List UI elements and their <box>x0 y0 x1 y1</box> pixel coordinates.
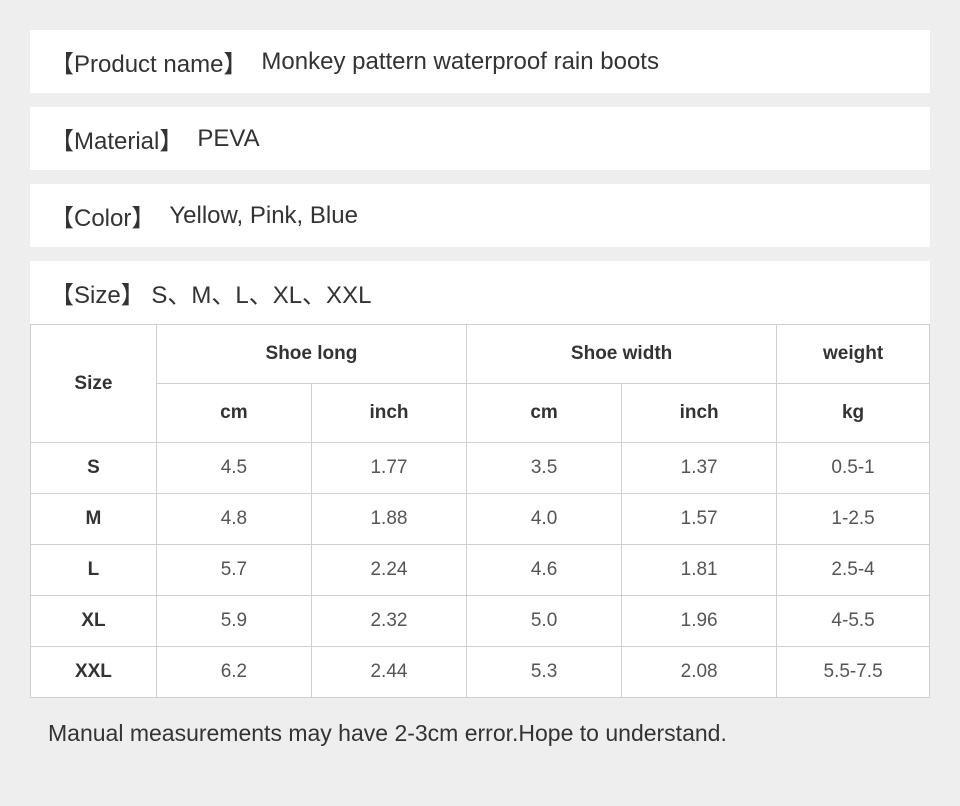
col-width-inch: inch <box>622 384 777 443</box>
color-row: 【Color】 Yellow, Pink, Blue <box>30 184 930 247</box>
cell-size: XXL <box>31 647 157 698</box>
table-row: XL 5.9 2.32 5.0 1.96 4-5.5 <box>31 596 930 647</box>
col-weight-kg: kg <box>777 384 930 443</box>
cell-width-inch: 1.81 <box>622 545 777 596</box>
cell-width-cm: 5.3 <box>467 647 622 698</box>
size-header-label: 【Size】 <box>50 282 145 309</box>
col-shoe-width: Shoe width <box>467 325 777 384</box>
cell-width-cm: 3.5 <box>467 443 622 494</box>
col-long-inch: inch <box>311 384 466 443</box>
cell-long-inch: 1.88 <box>311 494 466 545</box>
cell-weight: 0.5-1 <box>777 443 930 494</box>
cell-weight: 5.5-7.5 <box>777 647 930 698</box>
cell-size: S <box>31 443 157 494</box>
col-size: Size <box>31 325 157 443</box>
size-table: Size Shoe long Shoe width weight cm inch… <box>30 324 930 698</box>
size-block: 【Size】 S、M、L、XL、XXL Size Shoe long Shoe … <box>30 261 930 698</box>
cell-long-cm: 5.7 <box>156 545 311 596</box>
col-width-cm: cm <box>467 384 622 443</box>
product-name-value: Monkey pattern waterproof rain boots <box>261 48 659 76</box>
cell-size: L <box>31 545 157 596</box>
cell-long-cm: 4.5 <box>156 443 311 494</box>
cell-long-cm: 6.2 <box>156 647 311 698</box>
cell-width-inch: 1.37 <box>622 443 777 494</box>
cell-long-inch: 2.32 <box>311 596 466 647</box>
table-body: S 4.5 1.77 3.5 1.37 0.5-1 M 4.8 1.88 4.0… <box>31 443 930 698</box>
material-value: PEVA <box>197 125 259 153</box>
cell-weight: 4-5.5 <box>777 596 930 647</box>
material-row: 【Material】 PEVA <box>30 107 930 170</box>
table-header-row-2: cm inch cm inch kg <box>31 384 930 443</box>
cell-width-inch: 2.08 <box>622 647 777 698</box>
col-long-cm: cm <box>156 384 311 443</box>
cell-weight: 2.5-4 <box>777 545 930 596</box>
cell-long-inch: 2.24 <box>311 545 466 596</box>
table-row: M 4.8 1.88 4.0 1.57 1-2.5 <box>31 494 930 545</box>
col-weight: weight <box>777 325 930 384</box>
cell-long-cm: 4.8 <box>156 494 311 545</box>
table-header-row-1: Size Shoe long Shoe width weight <box>31 325 930 384</box>
cell-long-inch: 2.44 <box>311 647 466 698</box>
product-name-row: 【Product name】 Monkey pattern waterproof… <box>30 30 930 93</box>
table-row: L 5.7 2.24 4.6 1.81 2.5-4 <box>31 545 930 596</box>
size-header: 【Size】 S、M、L、XL、XXL <box>30 261 930 324</box>
color-value: Yellow, Pink, Blue <box>169 202 358 230</box>
table-row: XXL 6.2 2.44 5.3 2.08 5.5-7.5 <box>31 647 930 698</box>
cell-long-inch: 1.77 <box>311 443 466 494</box>
col-shoe-long: Shoe long <box>156 325 466 384</box>
cell-width-cm: 5.0 <box>467 596 622 647</box>
measurement-note: Manual measurements may have 2-3cm error… <box>30 710 930 747</box>
size-header-value: S、M、L、XL、XXL <box>151 282 371 309</box>
cell-width-cm: 4.6 <box>467 545 622 596</box>
cell-width-cm: 4.0 <box>467 494 622 545</box>
product-name-label: 【Product name】 <box>50 44 247 79</box>
cell-weight: 1-2.5 <box>777 494 930 545</box>
material-label: 【Material】 <box>50 121 183 156</box>
cell-width-inch: 1.96 <box>622 596 777 647</box>
table-row: S 4.5 1.77 3.5 1.37 0.5-1 <box>31 443 930 494</box>
cell-size: XL <box>31 596 157 647</box>
cell-size: M <box>31 494 157 545</box>
cell-width-inch: 1.57 <box>622 494 777 545</box>
color-label: 【Color】 <box>50 198 155 233</box>
cell-long-cm: 5.9 <box>156 596 311 647</box>
